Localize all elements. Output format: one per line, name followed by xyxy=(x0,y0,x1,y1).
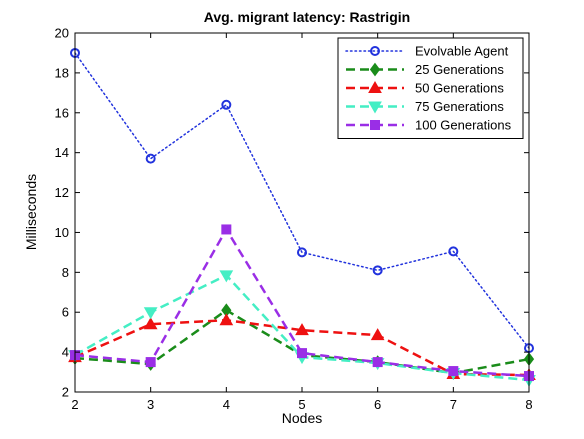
legend-marker xyxy=(369,62,381,77)
y-tick-label: 6 xyxy=(62,305,69,320)
y-tick-label: 4 xyxy=(62,345,69,360)
data-point xyxy=(219,270,234,283)
x-tick-label: 2 xyxy=(71,397,78,412)
legend-entry: Evolvable Agent xyxy=(345,44,509,59)
data-point xyxy=(297,348,307,359)
legend-label: 100 Generations xyxy=(415,118,512,133)
legend-label: 25 Generations xyxy=(415,62,504,77)
data-point xyxy=(221,224,232,235)
x-tick-label: 8 xyxy=(525,397,532,412)
legend-label: 75 Generations xyxy=(415,99,504,114)
legend-marker xyxy=(368,101,382,114)
data-point xyxy=(295,323,309,336)
data-point xyxy=(372,265,383,276)
data-point xyxy=(145,153,156,164)
legend-label: 50 Generations xyxy=(415,81,504,96)
y-tick-label: 2 xyxy=(62,385,69,400)
y-tick-label: 8 xyxy=(62,265,69,280)
chart-title: Avg. migrant latency: Rastrigin xyxy=(204,9,410,25)
x-tick-label: 5 xyxy=(298,397,305,412)
data-point xyxy=(448,246,459,257)
legend-label: Evolvable Agent xyxy=(415,44,509,59)
legend-marker xyxy=(370,46,380,56)
legend-entry: 25 Generations xyxy=(346,62,504,77)
y-tick-label: 10 xyxy=(55,225,69,240)
y-tick-label: 20 xyxy=(55,26,69,41)
data-point xyxy=(372,357,383,368)
series-layer xyxy=(68,47,536,388)
legend-entry: 100 Generations xyxy=(346,118,512,133)
legend-marker xyxy=(368,80,382,93)
data-point xyxy=(297,247,307,258)
y-tick-label: 12 xyxy=(55,185,69,200)
data-point xyxy=(448,366,459,377)
legend-entry: 50 Generations xyxy=(346,81,504,96)
data-point xyxy=(143,317,158,330)
x-tick-label: 4 xyxy=(223,397,230,412)
data-point xyxy=(221,99,232,110)
legend-entry: 75 Generations xyxy=(346,99,504,114)
y-tick-label: 16 xyxy=(55,105,69,120)
data-point xyxy=(219,313,234,326)
x-tick-label: 7 xyxy=(450,397,457,412)
y-tick-label: 14 xyxy=(55,145,69,160)
x-tick-label: 3 xyxy=(147,397,154,412)
data-point xyxy=(145,357,156,368)
tick-layer: 2 3 4 5 6 7 8 2 4 6 8 10 12 14 16 18 20 xyxy=(55,26,533,413)
legend: Evolvable Agent 25 Generations 50 Generati… xyxy=(337,37,524,139)
y-tick-label: 18 xyxy=(55,65,69,80)
legend-marker xyxy=(370,120,380,130)
x-axis-label: Nodes xyxy=(282,410,322,426)
data-point xyxy=(370,328,385,341)
x-tick-label: 6 xyxy=(374,397,381,412)
y-axis-label: Milliseconds xyxy=(23,174,39,250)
data-point xyxy=(143,307,158,320)
series-line xyxy=(74,52,530,349)
